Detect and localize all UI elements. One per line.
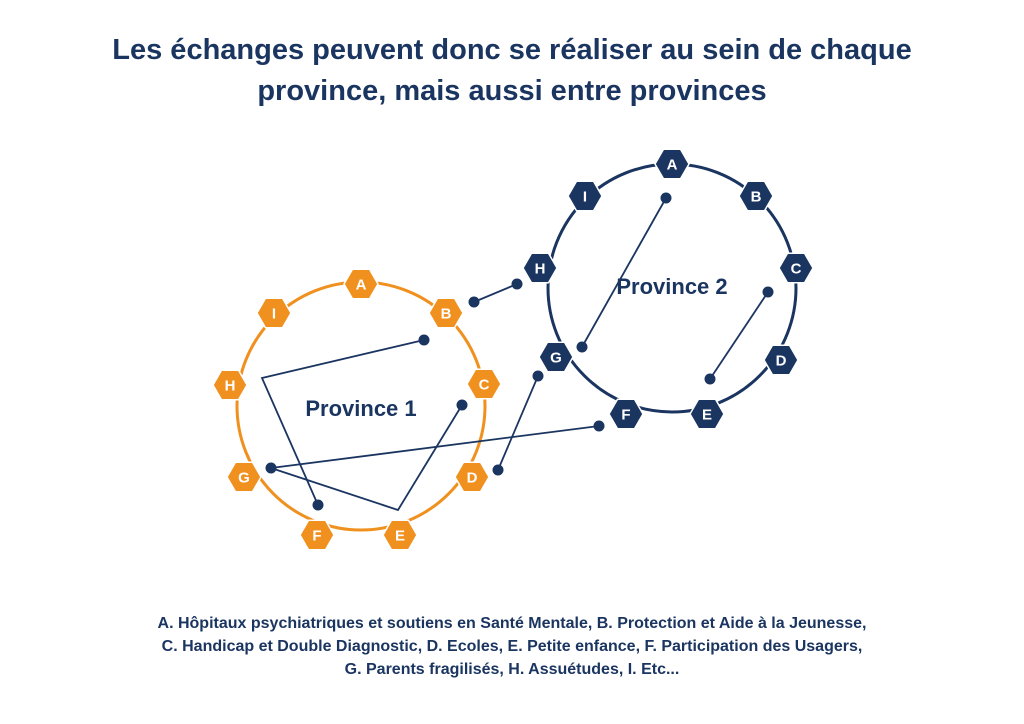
- connection-dot: [704, 373, 716, 385]
- province-2-node-a: A: [654, 148, 690, 180]
- province-2-node-e: E: [689, 398, 725, 430]
- diagram-title: Les échanges peuvent donc se réaliser au…: [0, 30, 1024, 112]
- hexagon-icon: [689, 398, 725, 430]
- hexagon-icon: [256, 297, 292, 329]
- connection-line: [473, 283, 518, 303]
- legend-line-2: C. Handicap et Double Diagnostic, D. Eco…: [161, 638, 863, 655]
- node-letter: B: [751, 189, 762, 206]
- node-letter: C: [479, 377, 490, 394]
- node-letter: F: [312, 528, 321, 545]
- hexagon-icon: [466, 368, 502, 400]
- hexagon-icon: [212, 369, 248, 401]
- hexagon-icon: [654, 148, 690, 180]
- legend-line-1: A. Hôpitaux psychiatriques et soutiens e…: [157, 615, 867, 632]
- connection-dot: [468, 296, 480, 308]
- connection-dot: [660, 192, 672, 204]
- connection-dot: [456, 399, 468, 411]
- connection-dot: [312, 499, 324, 511]
- node-letter: A: [356, 277, 367, 294]
- connection-lines: [260, 192, 774, 512]
- node-letter: D: [467, 470, 478, 487]
- province-2-node-h: H: [522, 252, 558, 284]
- link-p1-c-e: [265, 399, 468, 512]
- hexagon-icon: [608, 398, 644, 430]
- hexagon-icon: [299, 519, 335, 551]
- node-letter: C: [791, 261, 802, 278]
- node-letter: D: [776, 353, 787, 370]
- province-1-node-b: B: [428, 297, 464, 329]
- hexagon-icon: [538, 341, 574, 373]
- hexagon-icon: [382, 519, 418, 551]
- province-2-node-c: C: [778, 252, 814, 284]
- connection-line: [497, 375, 539, 471]
- province-1-node-h: H: [212, 369, 248, 401]
- province-1-node-a: A: [343, 268, 379, 300]
- title-line-2: province, mais aussi entre provinces: [257, 75, 767, 107]
- connection-dot: [576, 341, 588, 353]
- legend: A. Hôpitaux psychiatriques et soutiens e…: [0, 612, 1024, 681]
- node-letter: E: [395, 528, 405, 545]
- province-2-label: Province 2: [616, 274, 727, 299]
- hexagon-icon: [454, 461, 490, 493]
- node-letter: G: [238, 470, 250, 487]
- legend-line-3: G. Parents fragilisés, H. Assuétudes, I.…: [344, 661, 680, 678]
- hexagon-icon: [738, 180, 774, 212]
- province-2-node-g: G: [538, 341, 574, 373]
- hexagon-icon: [343, 268, 379, 300]
- connection-dot: [532, 370, 544, 382]
- connection-dot: [511, 278, 523, 290]
- province-1-label: Province 1: [305, 396, 416, 421]
- node-letter: H: [225, 378, 236, 395]
- province-1-node-i: I: [256, 297, 292, 329]
- link-p1-d-p2-g: [492, 370, 544, 476]
- connection-dot: [418, 334, 430, 346]
- province-2-node-d: D: [763, 344, 799, 376]
- link-p1-internal-polyline: [260, 334, 430, 511]
- connection-dot: [492, 464, 504, 476]
- link-p2-c-e: [704, 286, 774, 385]
- connection-line: [270, 404, 463, 512]
- connection-dot: [593, 420, 605, 432]
- hexagon-icon: [522, 252, 558, 284]
- province-1-node-f: F: [299, 519, 335, 551]
- hexagon-icon: [428, 297, 464, 329]
- node-letter: I: [583, 189, 587, 206]
- province-1-node-d: D: [454, 461, 490, 493]
- node-letter: H: [535, 261, 546, 278]
- province-2-node-i: I: [567, 180, 603, 212]
- node-letter: I: [272, 306, 276, 323]
- hexagon-icon: [567, 180, 603, 212]
- province-1-node-e: E: [382, 519, 418, 551]
- province-2-node-b: B: [738, 180, 774, 212]
- title-line-1: Les échanges peuvent donc se réaliser au…: [112, 34, 912, 66]
- connection-line: [581, 197, 667, 348]
- node-letter: E: [702, 407, 712, 424]
- connection-line: [709, 291, 769, 380]
- province-1-node-c: C: [466, 368, 502, 400]
- hexagon-icon: [778, 252, 814, 284]
- hexagon-icon: [226, 461, 262, 493]
- connection-line: [260, 339, 425, 506]
- province-2-node-f: F: [608, 398, 644, 430]
- hexagon-icon: [763, 344, 799, 376]
- province-rings: [235, 162, 798, 532]
- node-letter: A: [667, 157, 678, 174]
- node-letter: G: [550, 350, 562, 367]
- connection-line: [270, 425, 600, 469]
- connection-dot: [762, 286, 774, 298]
- province-1-node-g: G: [226, 461, 262, 493]
- link-p1-g-p2-f: [270, 420, 605, 469]
- node-letter: F: [621, 407, 630, 424]
- node-hexagons: A B C D E F G H I A B C D E F G H I: [212, 148, 814, 551]
- link-p1-b-p2-h: [468, 278, 523, 308]
- node-letter: B: [441, 306, 452, 323]
- link-p2-a-g: [576, 192, 672, 353]
